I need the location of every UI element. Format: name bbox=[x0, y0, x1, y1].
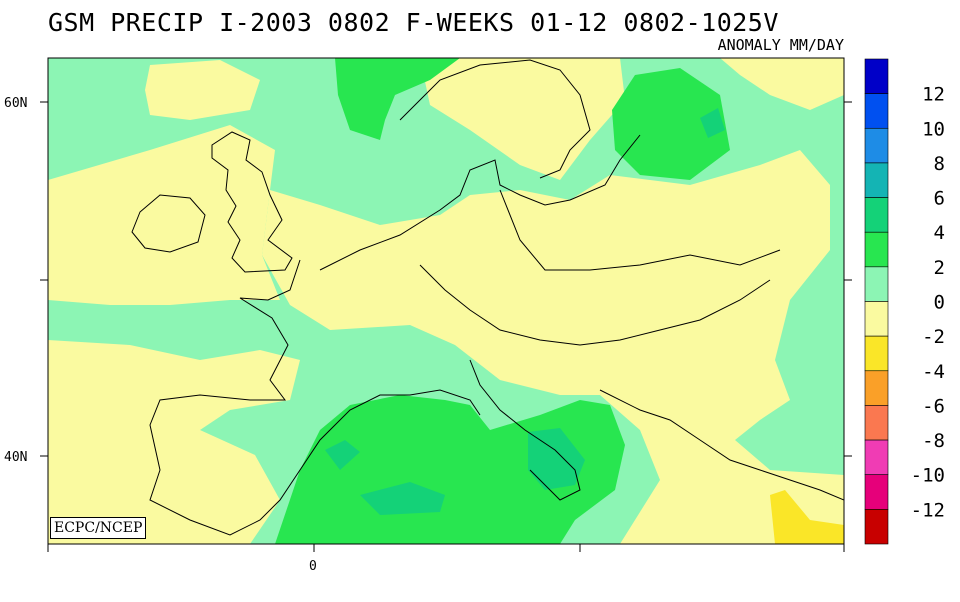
lon-label-0: 0 bbox=[309, 559, 317, 574]
colorbar-swatch bbox=[864, 301, 889, 337]
colorbar-label: 12 bbox=[922, 84, 945, 106]
coastlines bbox=[131, 59, 844, 536]
field-neg-region-southwest bbox=[48, 340, 300, 544]
colorbar-label: 2 bbox=[934, 257, 945, 279]
colorbar-label: 8 bbox=[934, 153, 945, 175]
field-neg-region-main bbox=[262, 150, 844, 544]
border-central-europe bbox=[419, 264, 771, 346]
colorbar-swatch bbox=[864, 266, 889, 302]
colorbar-label: 6 bbox=[934, 188, 945, 210]
map-title: GSM PRECIP I-2003 0802 F-WEEKS 01-12 080… bbox=[48, 8, 779, 37]
field-neg-strong-patch bbox=[770, 490, 844, 544]
colorbar-label: 4 bbox=[934, 222, 945, 244]
colorbar-swatch bbox=[864, 474, 889, 510]
anomaly-field bbox=[48, 58, 844, 544]
colorbar-label: -2 bbox=[922, 326, 945, 348]
field-pos-high-patch-4 bbox=[700, 108, 725, 138]
field-pos-high-patch-1 bbox=[528, 428, 585, 490]
coast-balkans-greece bbox=[599, 389, 844, 501]
coast-scandinavia bbox=[399, 59, 591, 179]
credit-label: ECPC/NCEP bbox=[50, 517, 147, 539]
colorbar-label: 10 bbox=[922, 118, 945, 140]
colorbar-label: -10 bbox=[911, 465, 945, 487]
colorbar-swatch bbox=[864, 197, 889, 233]
colorbar-swatch bbox=[864, 162, 889, 198]
field-pos-region-northeast bbox=[612, 68, 730, 180]
coast-ireland bbox=[131, 194, 206, 253]
map-subtitle: ANOMALY MM/DAY bbox=[717, 36, 844, 54]
colorbar-swatch bbox=[864, 335, 889, 372]
lat-label-40n: 40N bbox=[4, 450, 27, 465]
border-eastern-europe bbox=[499, 189, 781, 271]
field-neg-region-scandinavia bbox=[420, 58, 625, 180]
field-pos-region-north bbox=[335, 58, 460, 140]
coast-france-iberia bbox=[149, 259, 481, 536]
field-neg-region-west bbox=[48, 125, 280, 305]
coast-north-sea-baltic bbox=[319, 134, 641, 271]
colorbar-label: -12 bbox=[911, 499, 945, 521]
colorbar-label: -6 bbox=[922, 395, 945, 417]
coast-italy bbox=[469, 359, 581, 501]
field-pos-high-patch-3 bbox=[360, 482, 445, 515]
coast-great-britain bbox=[211, 131, 293, 273]
colorbar-swatch bbox=[864, 231, 889, 268]
colorbar-swatch bbox=[864, 93, 889, 129]
colorbar-label: -4 bbox=[922, 361, 945, 383]
colorbar-swatch bbox=[864, 509, 889, 545]
field-neg-region-northeast bbox=[720, 58, 844, 110]
colorbar-swatch bbox=[864, 405, 889, 441]
colorbar-swatch bbox=[864, 58, 889, 94]
colorbar-swatch bbox=[864, 370, 889, 406]
field-neg-region-northwest bbox=[145, 60, 260, 120]
colorbar-swatch bbox=[864, 439, 889, 476]
axis-ticks bbox=[40, 101, 852, 552]
map-frame bbox=[47, 57, 845, 545]
colorbar: 12 10 8 6 4 2 0 -2 -4 -6 -8 -10 -12 bbox=[864, 58, 945, 545]
colorbar-swatch bbox=[864, 127, 889, 164]
lat-label-60n: 60N bbox=[4, 96, 27, 111]
colorbar-label: -8 bbox=[922, 430, 945, 452]
colorbar-label: 0 bbox=[934, 292, 945, 314]
field-pos-high-patch-2 bbox=[325, 440, 360, 470]
